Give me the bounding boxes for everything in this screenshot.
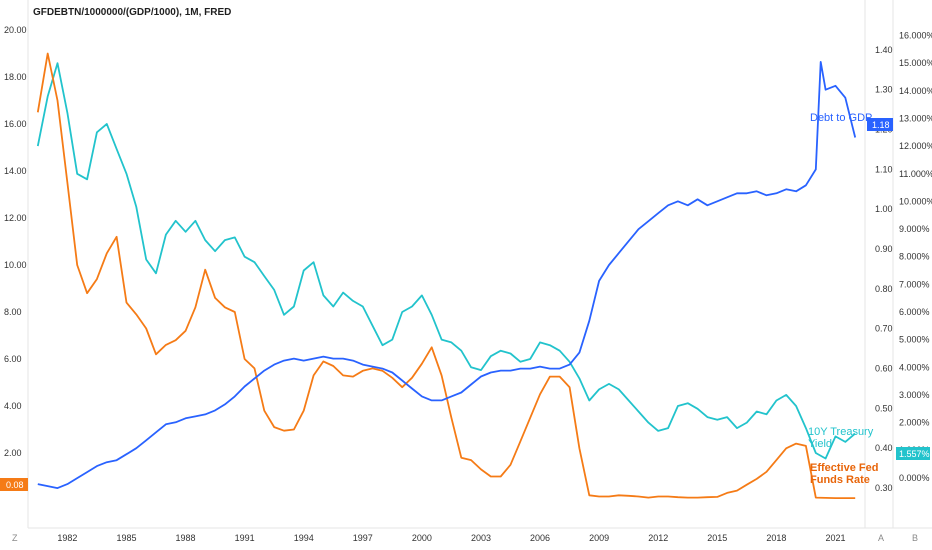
middle-value-badge-text: 1.18 (872, 120, 890, 130)
10y-treasury-yield-line (36, 62, 856, 460)
right-axis-tick-9: 7.000% (899, 279, 930, 289)
right-axis-tick-1: 15.000% (899, 58, 932, 68)
right-axis-tick-0: 16.000% (899, 31, 932, 41)
time-axis-tick-13: 2021 (825, 533, 845, 543)
middle-axis-tick-10: 0.40 (875, 443, 893, 453)
right-axis-tick-8: 8.000% (899, 252, 930, 262)
time-axis-tick-3: 1991 (235, 533, 255, 543)
scale-toggle-b[interactable]: B (912, 533, 918, 543)
auto-scale-toggle[interactable]: A (878, 533, 884, 543)
left-axis-tick-2: 16.00 (4, 119, 27, 129)
zoom-corner-label[interactable]: Z (12, 533, 18, 543)
time-axis-tick-5: 1997 (353, 533, 373, 543)
middle-axis-tick-9: 0.50 (875, 403, 893, 413)
right-value-badge: 1.557% (896, 447, 930, 460)
time-axis-tick-7: 2003 (471, 533, 491, 543)
time-axis-tick-10: 2012 (648, 533, 668, 543)
time-axis-tick-8: 2006 (530, 533, 550, 543)
middle-axis-tick-7: 0.70 (875, 324, 893, 334)
right-axis-tick-13: 3.000% (899, 390, 930, 400)
fed-funds-label-line1: Effective Fed (810, 462, 878, 474)
right-axis-tick-14: 2.000% (899, 418, 930, 428)
right-axis-tick-6: 10.000% (899, 196, 932, 206)
middle-axis-tick-8: 0.60 (875, 364, 893, 374)
left-axis-tick-7: 6.00 (4, 354, 22, 364)
debt-to-gdp-label: Debt to GDP (810, 112, 872, 124)
left-axis-tick-0: 20.00 (4, 25, 27, 35)
right-axis-tick-4: 12.000% (899, 141, 932, 151)
right-axis-tick-10: 6.000% (899, 307, 930, 317)
left-axis: 20.00 18.00 16.00 14.00 12.00 10.00 8.00 6.00 4.… (4, 25, 27, 458)
right-axis-tick-16: 0.000% (899, 473, 930, 483)
debt-to-gdp-line (37, 61, 857, 490)
right-axis-tick-5: 11.000% (899, 169, 932, 179)
chart-title: GFDEBTN/1000000/(GDP/1000), 1M, FRED (33, 7, 231, 18)
right-value-badge-text: 1.557% (899, 449, 930, 459)
time-axis-tick-9: 2009 (589, 533, 609, 543)
middle-axis-tick-5: 0.90 (875, 244, 893, 254)
right-axis-tick-2: 14.000% (899, 86, 932, 96)
series-layer (36, 52, 857, 500)
middle-axis-tick-1: 1.30 (875, 85, 893, 95)
time-axis-tick-0: 1982 (57, 533, 77, 543)
middle-axis-tick-4: 1.00 (875, 204, 893, 214)
middle-axis-tick-11: 0.30 (875, 483, 893, 493)
time-axis-tick-4: 1994 (294, 533, 314, 543)
time-axis-tick-12: 2018 (766, 533, 786, 543)
left-axis-tick-9: 2.00 (4, 448, 22, 458)
left-value-badge-text: 0.08 (6, 480, 24, 490)
time-axis-tick-6: 2000 (412, 533, 432, 543)
right-axis-tick-11: 5.000% (899, 335, 930, 345)
left-axis-tick-4: 12.00 (4, 213, 27, 223)
middle-axis: 1.401.301.201.101.000.900.800.700.600.50… (875, 45, 893, 493)
time-axis-tick-1: 1985 (116, 533, 136, 543)
time-axis-tick-2: 1988 (176, 533, 196, 543)
time-axis-tick-11: 2015 (707, 533, 727, 543)
right-axis-tick-7: 9.000% (899, 224, 930, 234)
middle-axis-tick-3: 1.10 (875, 164, 893, 174)
left-axis-tick-3: 14.00 (4, 166, 27, 176)
time-axis: 1982 1985 1988 1991 1994 1997 2000 2003 2006 2009… (57, 533, 845, 543)
right-axis-tick-3: 13.000% (899, 113, 932, 123)
left-axis-tick-5: 10.00 (4, 260, 27, 270)
left-axis-tick-6: 8.00 (4, 307, 22, 317)
fed-funds-label-line2: Funds Rate (810, 474, 870, 486)
middle-value-badge: 1.18 (867, 118, 893, 131)
treasury-yield-label-line2: Yield (808, 438, 832, 450)
effective-fed-funds-rate-line (36, 52, 856, 500)
middle-axis-tick-6: 0.80 (875, 284, 893, 294)
treasury-yield-label-line1: 10Y Treasury (808, 426, 874, 438)
left-axis-tick-1: 18.00 (4, 72, 27, 82)
left-axis-tick-8: 4.00 (4, 401, 22, 411)
left-value-badge: 0.08 (0, 478, 28, 491)
right-axis-tick-12: 4.000% (899, 362, 930, 372)
middle-axis-tick-0: 1.40 (875, 45, 893, 55)
